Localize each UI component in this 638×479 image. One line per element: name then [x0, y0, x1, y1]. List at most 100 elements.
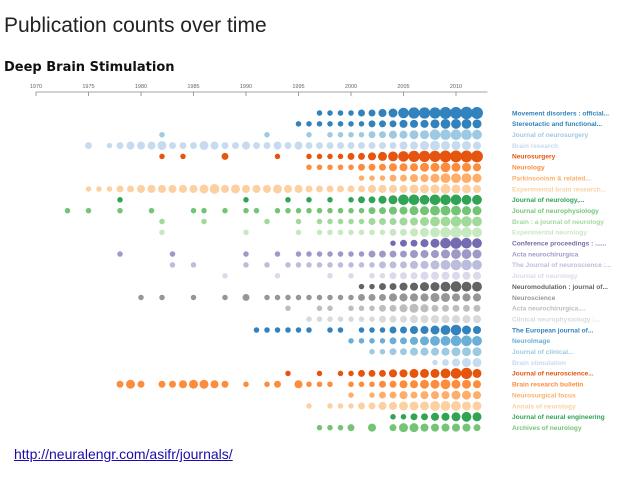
publication-point [462, 141, 471, 151]
publication-point [116, 142, 124, 150]
publication-point [253, 207, 260, 214]
publication-point [472, 238, 482, 249]
journal-row: Neuroscience [138, 292, 556, 302]
x-tick-label: 1985 [187, 84, 199, 90]
publication-point [461, 249, 472, 259]
journal-label[interactable]: Journal of clinical... [512, 349, 574, 356]
publication-point [398, 194, 409, 206]
journal-label[interactable]: Brain stimulation [512, 360, 566, 367]
journal-label[interactable]: Journal of neurology [512, 273, 578, 280]
journal-label[interactable]: Neurology [512, 165, 545, 172]
journal-label[interactable]: Experimental neurology [512, 230, 587, 237]
journal-label[interactable]: Clinical neurophysiology :... [512, 316, 600, 323]
publication-point [399, 391, 408, 400]
journal-label[interactable]: Journal of neural engineering [512, 414, 605, 421]
publication-point [420, 379, 429, 389]
x-tick-label: 1980 [135, 84, 147, 90]
publication-point [409, 206, 419, 216]
publication-point [389, 380, 397, 388]
publication-point [368, 120, 376, 128]
journal-label[interactable]: Neurosurgical focus [512, 392, 576, 399]
publication-point [285, 197, 291, 203]
journal-label[interactable]: Neurosurgery [512, 154, 556, 161]
journal-label[interactable]: Acta neurochirurgica [512, 251, 579, 258]
journal-row: Brain research bulletin [116, 379, 583, 390]
journal-label[interactable]: Brain research [512, 143, 558, 150]
publication-point [463, 304, 470, 312]
publication-point [168, 184, 177, 193]
journal-label[interactable]: Brain research bulletin [512, 382, 583, 389]
publication-point [389, 272, 397, 280]
x-tick-label: 2010 [450, 84, 462, 90]
publication-point [398, 151, 409, 162]
x-tick-label: 1975 [82, 84, 94, 90]
journal-label[interactable]: NeuroImage [512, 338, 550, 345]
publication-point [440, 259, 451, 270]
journal-label[interactable]: Archives of neurology [512, 425, 582, 432]
journal-row: Journal of neurophysiology [64, 205, 599, 216]
publication-point [399, 369, 408, 378]
publication-point [159, 153, 165, 160]
publication-point [85, 142, 92, 150]
publication-point [157, 184, 167, 193]
publication-point [440, 281, 451, 292]
journal-label[interactable]: Stereotactic and functional... [512, 121, 602, 128]
journal-label[interactable]: Brain : a journal of neurology [512, 219, 604, 226]
publication-point [274, 207, 281, 214]
publication-point [190, 294, 197, 301]
publication-point [337, 370, 344, 377]
publication-point [472, 391, 482, 400]
publication-point [379, 380, 386, 388]
publication-point [316, 294, 323, 301]
publication-point [348, 262, 354, 268]
publication-point [462, 293, 471, 302]
journal-label[interactable]: Journal of neurology,... [512, 197, 585, 204]
journal-label[interactable]: Neuroscience [512, 295, 556, 302]
publication-point [348, 251, 354, 257]
publication-point [285, 370, 291, 377]
journal-label[interactable]: Conference proceedings : ...... [512, 241, 606, 248]
publication-point [429, 194, 441, 206]
publication-point [408, 107, 420, 119]
journal-label[interactable]: Parkinsonism & related... [512, 175, 591, 182]
journal-label[interactable]: Movement disorders : official... [512, 110, 609, 117]
publication-point [116, 380, 124, 388]
publication-point [472, 129, 482, 140]
publication-point [409, 380, 419, 389]
publication-point [306, 381, 312, 387]
publication-point [327, 251, 333, 257]
journal-label[interactable]: Annals of neurology [512, 403, 576, 410]
publication-point [221, 380, 229, 388]
publication-point [190, 142, 197, 150]
journal-label[interactable]: Journal of neurophysiology [512, 208, 599, 215]
publication-point [409, 260, 419, 269]
journal-label[interactable]: Journal of neuroscience... [512, 371, 594, 378]
publication-point [327, 403, 333, 409]
publication-point [462, 358, 471, 368]
journal-row: Journal of clinical... [369, 347, 574, 357]
publication-point [430, 216, 440, 227]
x-tick-label: 1970 [30, 84, 42, 90]
publication-point [472, 281, 482, 292]
publication-point [358, 316, 365, 322]
publication-point [441, 315, 450, 324]
journal-label[interactable]: The European journal of... [512, 327, 593, 334]
journal-label[interactable]: The Journal of neuroscience :... [512, 262, 611, 269]
publication-point [420, 119, 429, 128]
journal-label[interactable]: Journal of neurosurgery [512, 132, 589, 139]
source-link[interactable]: http://neuralengr.com/asifr/journals/ [12, 446, 235, 462]
publication-point [378, 195, 387, 204]
publication-point [85, 207, 92, 214]
publication-point [147, 184, 156, 193]
journal-label[interactable]: Experimental brain research... [512, 186, 606, 193]
publication-point [305, 142, 313, 150]
publication-point [419, 194, 430, 205]
publication-point [348, 197, 354, 203]
publication-point [388, 163, 398, 172]
publication-point [451, 271, 461, 280]
journal-label[interactable]: Neuromodulation : journal of... [512, 284, 608, 291]
publication-point [169, 262, 176, 268]
slide-title: Publication counts over time [4, 14, 267, 37]
publication-point [452, 304, 460, 312]
journal-label[interactable]: Acta neurochirurgica.... [512, 306, 586, 313]
